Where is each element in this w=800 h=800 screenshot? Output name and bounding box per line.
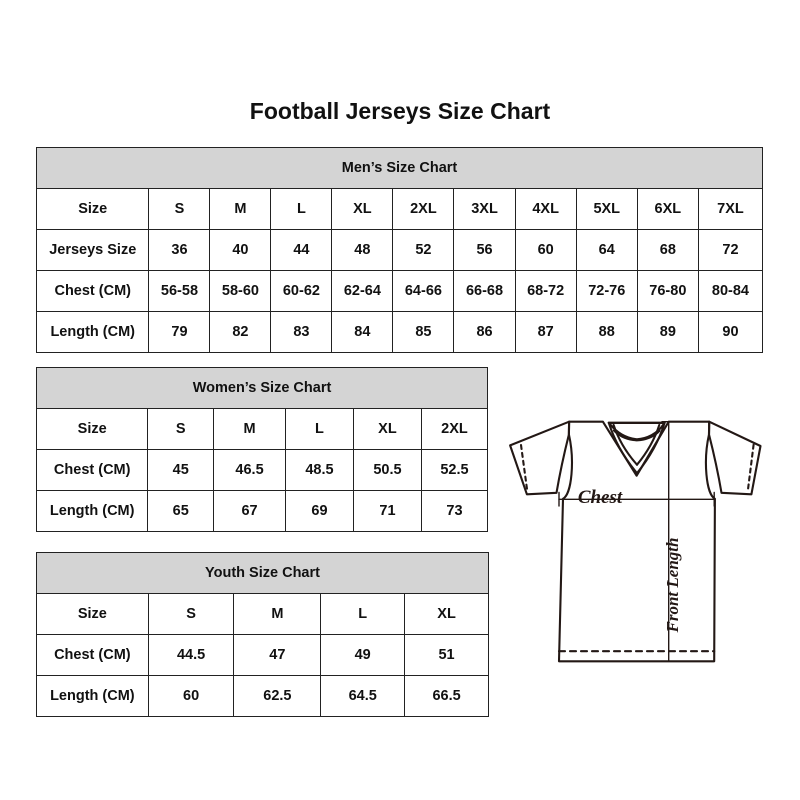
svg-text:Front Length: Front Length <box>663 538 682 634</box>
svg-text:Chest: Chest <box>578 487 623 508</box>
